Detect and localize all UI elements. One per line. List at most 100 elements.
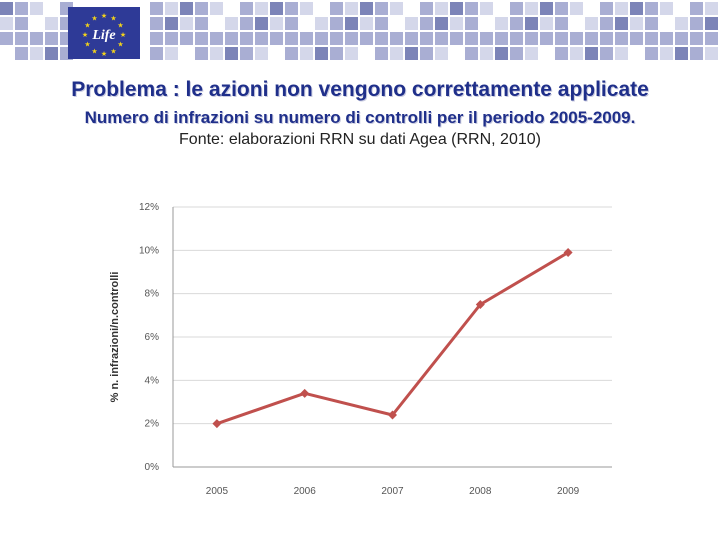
eu-star-icon: ★ bbox=[101, 12, 107, 20]
banner-tile bbox=[15, 32, 28, 45]
eu-star-icon: ★ bbox=[84, 41, 90, 49]
logo-background bbox=[68, 7, 140, 59]
banner-tile bbox=[0, 2, 13, 15]
banner-tile bbox=[525, 32, 538, 45]
x-tick-labels: 2005 2006 2007 2008 2009 bbox=[206, 486, 580, 497]
banner-tile bbox=[150, 17, 163, 30]
banner-tile bbox=[660, 32, 673, 45]
banner-tile bbox=[255, 32, 268, 45]
banner-tile bbox=[555, 47, 568, 60]
banner-tile bbox=[690, 2, 703, 15]
eu-star-icon: ★ bbox=[120, 31, 126, 39]
banner-tile bbox=[240, 32, 253, 45]
banner-tile bbox=[270, 32, 283, 45]
banner-tile bbox=[540, 32, 553, 45]
banner-tile bbox=[705, 17, 718, 30]
banner-tile bbox=[330, 32, 343, 45]
banner-tile bbox=[630, 47, 643, 60]
banner-tile bbox=[450, 2, 463, 15]
banner-tile bbox=[495, 47, 508, 60]
banner-tile bbox=[240, 2, 253, 15]
banner-tile bbox=[570, 32, 583, 45]
banner-tile bbox=[300, 2, 313, 15]
banner-tile bbox=[390, 47, 403, 60]
chart-grid bbox=[173, 206, 612, 425]
banner-tile bbox=[675, 2, 688, 15]
banner-tile bbox=[330, 47, 343, 60]
y-tick-label: 4% bbox=[145, 375, 160, 386]
banner-tile bbox=[360, 2, 373, 15]
data-point bbox=[300, 388, 310, 398]
banner-tile bbox=[375, 17, 388, 30]
banner-tile bbox=[210, 2, 223, 15]
banner-tile bbox=[30, 17, 43, 30]
banner-tile bbox=[585, 47, 598, 60]
banner-tile bbox=[180, 32, 193, 45]
banner-tile bbox=[210, 47, 223, 60]
banner-tile bbox=[510, 17, 523, 30]
banner-tile bbox=[345, 17, 358, 30]
banner-tile bbox=[285, 17, 298, 30]
logo-text: Life bbox=[91, 28, 115, 43]
banner-tile bbox=[15, 17, 28, 30]
banner-tile bbox=[180, 2, 193, 15]
banner-tile bbox=[675, 32, 688, 45]
banner-tile bbox=[165, 17, 178, 30]
banner-tile bbox=[690, 32, 703, 45]
banner-tile bbox=[255, 47, 268, 60]
banner-tile bbox=[540, 47, 553, 60]
banner-tile bbox=[600, 17, 613, 30]
banner-tile bbox=[240, 17, 253, 30]
banner-tile bbox=[180, 17, 193, 30]
banner-tile bbox=[285, 47, 298, 60]
banner-tile bbox=[165, 2, 178, 15]
banner-tile bbox=[255, 17, 268, 30]
banner-tile bbox=[525, 47, 538, 60]
banner-tile bbox=[270, 47, 283, 60]
banner-tile bbox=[660, 47, 673, 60]
banner-tile bbox=[0, 17, 13, 30]
banner-tile bbox=[495, 32, 508, 45]
banner-tile bbox=[405, 17, 418, 30]
banner-tile bbox=[645, 47, 658, 60]
banner-tile bbox=[45, 32, 58, 45]
banner-tile bbox=[15, 2, 28, 15]
eu-star-icon: ★ bbox=[110, 15, 116, 23]
y-axis-label: % n. infrazioni/n.controlli bbox=[109, 272, 121, 403]
banner-tile bbox=[420, 17, 433, 30]
banner-tile bbox=[225, 17, 238, 30]
banner-tile bbox=[285, 32, 298, 45]
eu-star-icon: ★ bbox=[91, 48, 97, 56]
eu-stars-icon: ★★★★★★★★★ ★ ★★ bbox=[82, 12, 126, 58]
banner-tile bbox=[660, 17, 673, 30]
banner-tile bbox=[420, 2, 433, 15]
banner-tile bbox=[480, 47, 493, 60]
banner-tile bbox=[345, 32, 358, 45]
banner-tile bbox=[285, 2, 298, 15]
banner-tile bbox=[45, 47, 58, 60]
banner-tile bbox=[510, 47, 523, 60]
banner-tile bbox=[495, 2, 508, 15]
banner-tile bbox=[645, 17, 658, 30]
banner-tile bbox=[240, 47, 253, 60]
banner-tile bbox=[585, 2, 598, 15]
banner-tile bbox=[465, 2, 478, 15]
eu-star-icon: ★ bbox=[82, 31, 88, 39]
banner-tile bbox=[360, 32, 373, 45]
banner-tile bbox=[270, 17, 283, 30]
banner-tile bbox=[165, 32, 178, 45]
y-tick-label: 10% bbox=[139, 245, 159, 256]
banner-tile bbox=[390, 2, 403, 15]
data-point bbox=[475, 300, 485, 309]
banner-tile bbox=[390, 17, 403, 30]
eu-star-icon: ★ bbox=[101, 50, 107, 58]
banner-tile bbox=[195, 32, 208, 45]
x-tick-label: 2008 bbox=[469, 486, 492, 497]
y-tick-label: 12% bbox=[139, 202, 159, 213]
banner-tile bbox=[405, 32, 418, 45]
banner-tile bbox=[330, 2, 343, 15]
banner-tile bbox=[495, 17, 508, 30]
banner-tile bbox=[30, 32, 43, 45]
banner-tile bbox=[510, 32, 523, 45]
banner-tile bbox=[705, 47, 718, 60]
